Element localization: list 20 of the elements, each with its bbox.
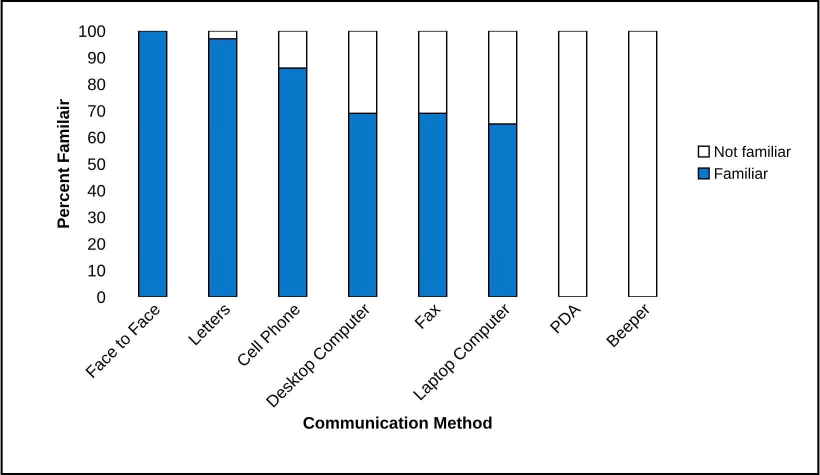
legend-label: Familiar [714,168,768,179]
y-tick-label: 100 [79,25,106,38]
y-tick-label: 0 [97,291,106,304]
y-tick-label: 30 [88,211,106,224]
bar [558,30,588,297]
legend-label: Not familiar [714,146,791,158]
y-tick-label: 50 [88,158,106,170]
y-tick-label: 80 [88,78,106,90]
y-tick-label: 40 [88,184,106,197]
bar [138,30,168,297]
x-tick-label: Fax [414,302,442,330]
y-axis-title: Percent Familair [56,99,70,228]
y-tick-label: 60 [88,132,106,144]
y-tick-label: 90 [88,52,106,64]
y-tick-label: 20 [88,238,106,250]
y-tick-label: 70 [88,105,106,117]
bar [628,30,658,297]
y-tick-label: 10 [88,264,106,276]
x-tick-label: PDA [550,302,582,334]
x-axis-title: Communication Method [303,416,492,429]
